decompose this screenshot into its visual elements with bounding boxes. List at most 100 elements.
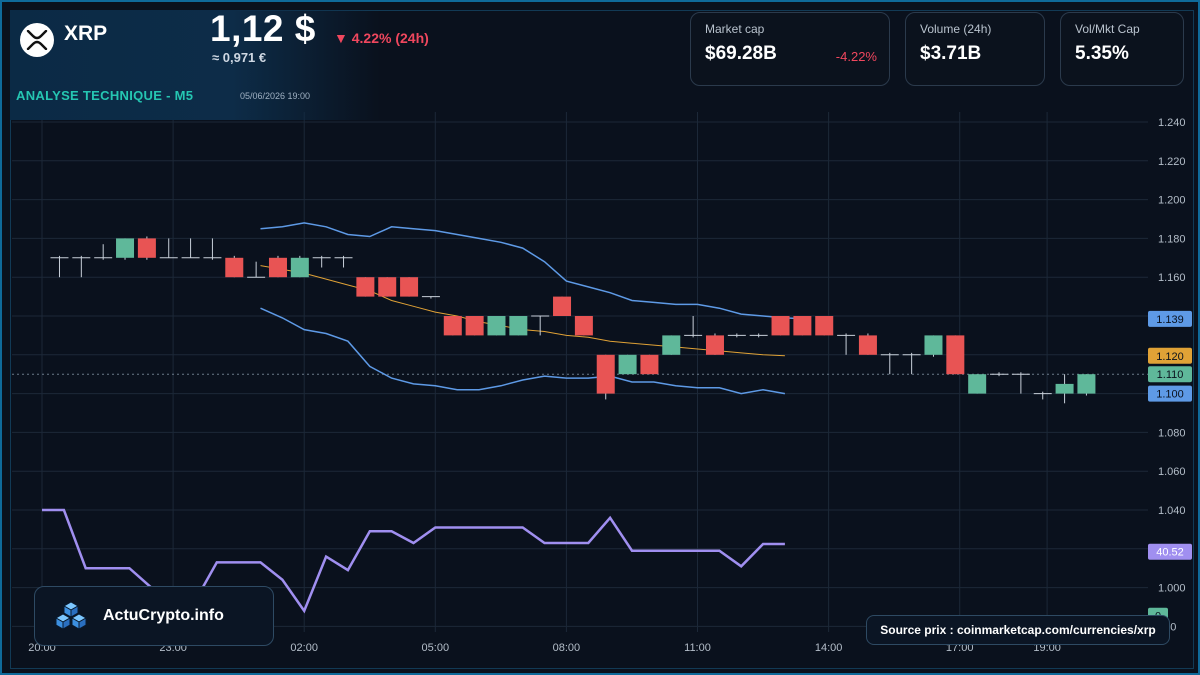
candle-up bbox=[487, 316, 506, 336]
price-tag-bg bbox=[1148, 347, 1192, 364]
candle-body bbox=[465, 316, 484, 336]
candle-up bbox=[1055, 374, 1074, 404]
price-tag-label: 40.52 bbox=[1156, 547, 1184, 559]
y-tick-label: 1.060 bbox=[1158, 466, 1186, 478]
candle-up bbox=[662, 335, 681, 355]
candle-body bbox=[487, 316, 506, 336]
candle-up bbox=[902, 352, 921, 375]
candle-body bbox=[705, 335, 724, 355]
price-tag: 1.139 bbox=[1148, 310, 1192, 327]
candle-up bbox=[72, 255, 91, 278]
candle-up bbox=[727, 333, 746, 338]
candle-body bbox=[378, 277, 397, 297]
price-tag: 1.110 bbox=[1148, 366, 1192, 383]
candle-up bbox=[50, 255, 69, 278]
price-tag-label: 1.120 bbox=[1156, 351, 1184, 363]
volume-label: Volume (24h) bbox=[920, 22, 992, 36]
candle-up bbox=[1077, 374, 1096, 396]
y-tick-label: 1.000 bbox=[1158, 583, 1186, 595]
candle-down bbox=[225, 255, 244, 278]
candle-up bbox=[421, 296, 440, 299]
candle-down bbox=[858, 333, 877, 355]
price-tag-bg bbox=[1148, 543, 1192, 560]
candle-body bbox=[815, 316, 834, 336]
chart-panel bbox=[10, 10, 1194, 669]
bollinger-lower-line bbox=[260, 307, 786, 395]
market-cap-value: $69.28B bbox=[705, 43, 777, 64]
brand-name: ActuCrypto.info bbox=[103, 607, 224, 624]
candle-body bbox=[225, 257, 244, 278]
candle-body bbox=[924, 335, 943, 355]
brand-badge[interactable]: ActuCrypto.info bbox=[34, 586, 274, 646]
x-tick-label: 14:00 bbox=[815, 642, 843, 654]
current-price: 1,12 $ bbox=[210, 8, 316, 49]
candle-down bbox=[465, 316, 484, 336]
coin-name: XRP bbox=[64, 22, 108, 45]
candle-up bbox=[290, 255, 309, 278]
candle-up bbox=[924, 335, 943, 357]
price-tag: 40.52 bbox=[1148, 543, 1192, 560]
candle-down bbox=[268, 255, 287, 278]
price-tag-label: 1.110 bbox=[1157, 369, 1184, 381]
candle-body bbox=[662, 335, 681, 355]
candle-body bbox=[400, 277, 419, 297]
y-tick-label: 1.160 bbox=[1158, 272, 1186, 284]
candle-up bbox=[159, 238, 178, 259]
price-change-24h: ▼ 4.22% (24h) bbox=[334, 30, 429, 46]
candle-down bbox=[771, 316, 790, 336]
candle-body bbox=[290, 257, 309, 278]
header-background bbox=[10, 10, 380, 120]
vol-mkt-cap-card: Vol/Mkt Cap 5.35% bbox=[1060, 12, 1184, 86]
candle-body bbox=[1055, 383, 1074, 394]
candle-body bbox=[618, 354, 637, 375]
candle-down bbox=[596, 354, 615, 400]
cubes-icon bbox=[54, 601, 88, 630]
candle-up bbox=[618, 354, 637, 375]
source-label[interactable]: Source prix : coinmarketcap.com/currenci… bbox=[866, 615, 1170, 645]
price-tag-bg bbox=[1148, 366, 1192, 383]
candle-body bbox=[946, 335, 965, 375]
candle-down bbox=[553, 296, 572, 316]
candle-up bbox=[203, 238, 222, 260]
x-tick-label: 19:00 bbox=[1033, 642, 1061, 654]
price-tag-label: 1.100 bbox=[1156, 389, 1184, 401]
candle-down bbox=[793, 316, 812, 336]
y-tick-label: 1.240 bbox=[1158, 117, 1186, 129]
vol-mkt-cap-value: 5.35% bbox=[1075, 43, 1129, 64]
volume-value: $3.71B bbox=[920, 43, 982, 64]
candle-down bbox=[443, 316, 462, 336]
candle-up bbox=[509, 316, 528, 336]
candle-down bbox=[705, 333, 724, 355]
candle-down bbox=[378, 277, 397, 297]
candle-body bbox=[574, 316, 593, 336]
candle-up bbox=[116, 238, 135, 260]
price-tag: 1.120 bbox=[1148, 347, 1192, 364]
candle-body bbox=[356, 277, 375, 297]
candle-up bbox=[880, 352, 899, 375]
candle-body bbox=[793, 316, 812, 336]
candle-body bbox=[858, 335, 877, 355]
y-tick-label: 1.040 bbox=[1158, 505, 1186, 517]
price-tag-label: 1.139 bbox=[1156, 314, 1184, 326]
x-tick-label: 02:00 bbox=[290, 642, 318, 654]
candle-up bbox=[181, 238, 200, 259]
bollinger-upper-line bbox=[260, 222, 807, 320]
candle-up bbox=[990, 372, 1009, 377]
candle-down bbox=[640, 354, 659, 375]
candle-body bbox=[116, 238, 135, 258]
volume-card: Volume (24h) $3.71B bbox=[905, 12, 1045, 86]
market-cap-label: Market cap bbox=[705, 22, 765, 36]
price-tag-bg bbox=[1148, 385, 1192, 402]
candle-down bbox=[946, 335, 965, 375]
xrp-logo bbox=[20, 23, 54, 57]
candle-up bbox=[334, 255, 353, 268]
candle-down bbox=[356, 277, 375, 297]
y-tick-label: 1.180 bbox=[1158, 233, 1186, 245]
candle-body bbox=[1077, 374, 1096, 394]
candle-up bbox=[247, 261, 266, 278]
candle-body bbox=[268, 257, 287, 278]
candle-up bbox=[1033, 391, 1052, 400]
price-tag: 1.100 bbox=[1148, 385, 1192, 402]
y-tick-label: 1.200 bbox=[1158, 195, 1186, 207]
